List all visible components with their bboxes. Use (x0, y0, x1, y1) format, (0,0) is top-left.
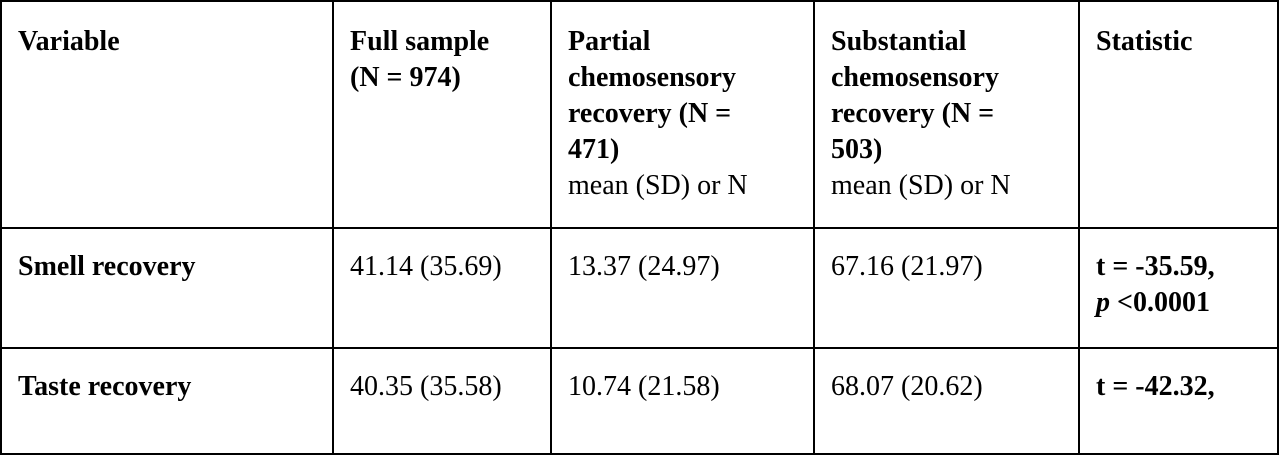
header-substantial-line3: recovery (N = (831, 98, 995, 129)
row-substantial-value: 68.07 (20.62) (831, 371, 983, 402)
row-statistic-p-line: p <0.0001 (1096, 285, 1261, 321)
row-full-sample-value: 41.14 (35.69) (350, 251, 502, 282)
header-variable-label: Variable (18, 26, 120, 57)
cell-substantial: 67.16 (21.97) (813, 227, 1080, 349)
cell-statistic: t = -42.32, (1078, 347, 1279, 455)
row-full-sample-value: 40.35 (35.58) (350, 371, 502, 402)
cell-partial: 13.37 (24.97) (550, 227, 815, 349)
cell-full-sample: 41.14 (35.69) (332, 227, 552, 349)
header-full-sample-title: Full sample (350, 26, 490, 57)
header-full-sample-n: (N = 974) (350, 62, 461, 93)
header-partial-line4: 471) (568, 134, 620, 165)
row-partial-value: 13.37 (24.97) (568, 251, 720, 282)
row-statistic-p-value: <0.0001 (1110, 287, 1210, 318)
cell-substantial: 68.07 (20.62) (813, 347, 1080, 455)
header-full-sample: Full sample (N = 974) (332, 0, 552, 229)
row-statistic-p-symbol: p (1096, 287, 1110, 318)
header-statistic: Statistic (1078, 0, 1279, 229)
header-partial-sub: mean (SD) or N (568, 170, 748, 201)
cell-full-sample: 40.35 (35.58) (332, 347, 552, 455)
header-partial: Partial chemosensory recovery (N = 471) … (550, 0, 815, 229)
header-substantial-line4: 503) (831, 134, 883, 165)
cell-statistic: t = -35.59, p <0.0001 (1078, 227, 1279, 349)
header-substantial-sub: mean (SD) or N (831, 170, 1011, 201)
header-partial-line3: recovery (N = (568, 98, 732, 129)
cell-variable: Taste recovery (0, 347, 334, 455)
cell-partial: 10.74 (21.58) (550, 347, 815, 455)
header-partial-line2: chemosensory (568, 62, 736, 93)
cell-variable: Smell recovery (0, 227, 334, 349)
row-variable-label: Taste recovery (18, 371, 192, 402)
header-substantial: Substantial chemosensory recovery (N = 5… (813, 0, 1080, 229)
header-substantial-line1: Substantial (831, 26, 967, 57)
header-statistic-label: Statistic (1096, 26, 1193, 57)
header-partial-line1: Partial (568, 26, 651, 57)
row-statistic-t: t = -35.59, (1096, 251, 1215, 282)
header-substantial-line2: chemosensory (831, 62, 999, 93)
header-row: Variable Full sample (N = 974) Partial c… (0, 0, 1279, 229)
row-substantial-value: 67.16 (21.97) (831, 251, 983, 282)
table-row: Taste recovery 40.35 (35.58) 10.74 (21.5… (0, 347, 1279, 455)
row-partial-value: 10.74 (21.58) (568, 371, 720, 402)
row-statistic-t: t = -42.32, (1096, 371, 1215, 402)
row-variable-label: Smell recovery (18, 251, 196, 282)
table-row: Smell recovery 41.14 (35.69) 13.37 (24.9… (0, 227, 1279, 349)
header-variable: Variable (0, 0, 334, 229)
